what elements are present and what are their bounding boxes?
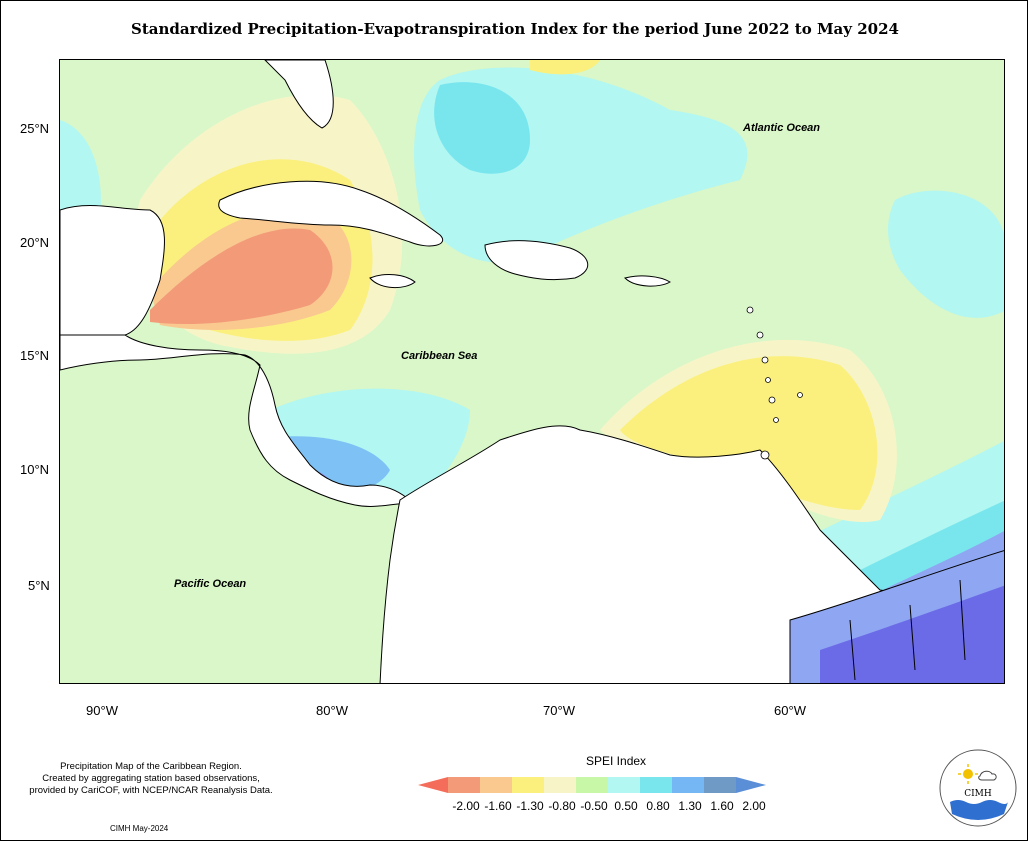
caption-line-1: Precipitation Map of the Caribbean Regio…	[60, 761, 242, 772]
caribbean-sea-label: Caribbean Sea	[401, 350, 478, 362]
logo-text: CIMH	[964, 789, 992, 799]
lesser-antilles	[746, 306, 803, 460]
pacific-ocean-label: Pacific Ocean	[174, 578, 247, 590]
land-florida	[264, 60, 334, 129]
legend-value-label: -1.60	[484, 799, 512, 813]
legend-value-label: -0.80	[548, 799, 576, 813]
lon-tick-80: 80°W	[316, 703, 348, 718]
legend-swatch-8	[672, 777, 704, 793]
legend-value-label: -1.30	[516, 799, 544, 813]
legend-value-label: 0.80	[646, 799, 670, 813]
legend-value-label: 0.50	[614, 799, 638, 813]
legend-arrow-left	[418, 777, 448, 793]
map-caption: Precipitation Map of the Caribbean Regio…	[10, 761, 292, 797]
cimh-logo: CIMH	[939, 749, 1017, 827]
map-credit: CIMH May-2024	[110, 824, 169, 833]
lat-tick-20: 20°N	[20, 235, 50, 250]
lon-tick-70: 70°W	[543, 703, 575, 718]
legend-swatch-2	[480, 777, 512, 793]
legend-title: SPEI Index	[586, 754, 647, 768]
legend-value-label: 1.60	[710, 799, 734, 813]
legend-swatch-9	[704, 777, 736, 793]
legend-colorbar	[418, 777, 766, 793]
wet-overlay-guianas	[789, 550, 1004, 683]
legend-swatch-1	[448, 777, 480, 793]
atlantic-ocean-label: Atlantic Ocean	[743, 122, 821, 134]
legend-arrow-right	[736, 777, 766, 793]
lat-tick-25: 25°N	[20, 121, 50, 136]
map-title: Standardized Precipitation-Evapotranspir…	[131, 20, 899, 38]
legend-swatch-4	[544, 777, 576, 793]
land-cuba	[218, 180, 443, 247]
lon-tick-90: 90°W	[86, 703, 118, 718]
land-hispaniola	[484, 240, 588, 281]
lat-tick-5: 5°N	[28, 578, 50, 593]
caption-line-2: Created by aggregating station based obs…	[42, 773, 260, 784]
legend-swatch-6	[608, 777, 640, 793]
land-pacific-ocean	[60, 335, 415, 683]
spei-map	[59, 59, 1005, 684]
legend-swatch-7	[640, 777, 672, 793]
legend-value-label: -0.50	[580, 799, 608, 813]
map-canvas	[60, 60, 1004, 683]
legend-value-label: 2.00	[742, 799, 766, 813]
legend-value-label: -2.00	[452, 799, 480, 813]
land-puerto-rico	[624, 275, 671, 287]
land-jamaica	[369, 274, 416, 288]
lon-tick-60: 60°W	[774, 703, 806, 718]
lat-tick-15: 15°N	[20, 348, 50, 363]
lat-tick-10: 10°N	[20, 462, 50, 477]
legend-value-label: 1.30	[678, 799, 702, 813]
legend-swatch-5	[576, 777, 608, 793]
legend-swatch-3	[512, 777, 544, 793]
caption-line-3: provided by CariCOF, with NCEP/NCAR Rean…	[29, 785, 273, 796]
land-yucatan	[60, 205, 165, 336]
